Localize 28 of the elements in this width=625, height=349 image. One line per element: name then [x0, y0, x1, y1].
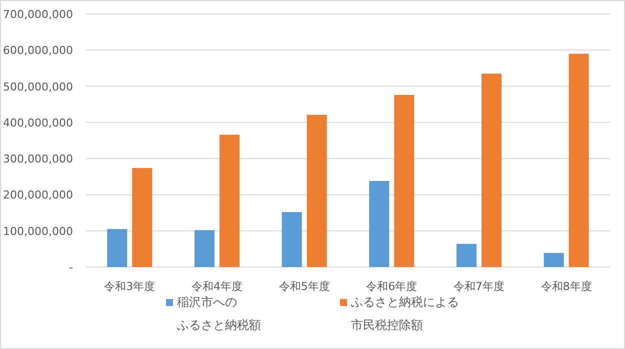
bar [369, 180, 390, 267]
legend-label: ふるさと納税による市民税控除額 [351, 295, 459, 332]
bar [306, 114, 327, 267]
y-tick-label: 100,000,000 [3, 224, 73, 238]
x-tick-label: 令和7年度 [454, 280, 504, 293]
x-tick-label: 令和8年度 [540, 280, 592, 293]
bar [220, 134, 240, 267]
bar [568, 54, 589, 267]
y-tick-label: 300,000,000 [3, 152, 73, 166]
x-tick-label: 令和5年度 [278, 280, 330, 293]
bar [282, 212, 302, 267]
bar [194, 230, 214, 267]
bar [544, 252, 564, 267]
legend-label: 稲沢市へのふるさと納税額 [177, 295, 261, 332]
x-tick-label: 令和4年度 [192, 280, 242, 293]
y-tick-label: - [69, 261, 74, 274]
bar [482, 74, 502, 267]
bar [107, 229, 128, 267]
bar [132, 168, 152, 267]
y-tick-label: 200,000,000 [3, 188, 73, 202]
y-tick-label: 500,000,000 [3, 80, 73, 94]
y-tick-label: 600,000,000 [3, 44, 73, 58]
bar [394, 94, 414, 267]
x-tick-label: 令和3年度 [104, 280, 156, 293]
bar [456, 244, 476, 267]
y-tick-label: 400,000,000 [3, 116, 73, 130]
x-tick-label: 令和6年度 [366, 280, 418, 293]
y-tick-label: 700,000,000 [3, 8, 73, 21]
